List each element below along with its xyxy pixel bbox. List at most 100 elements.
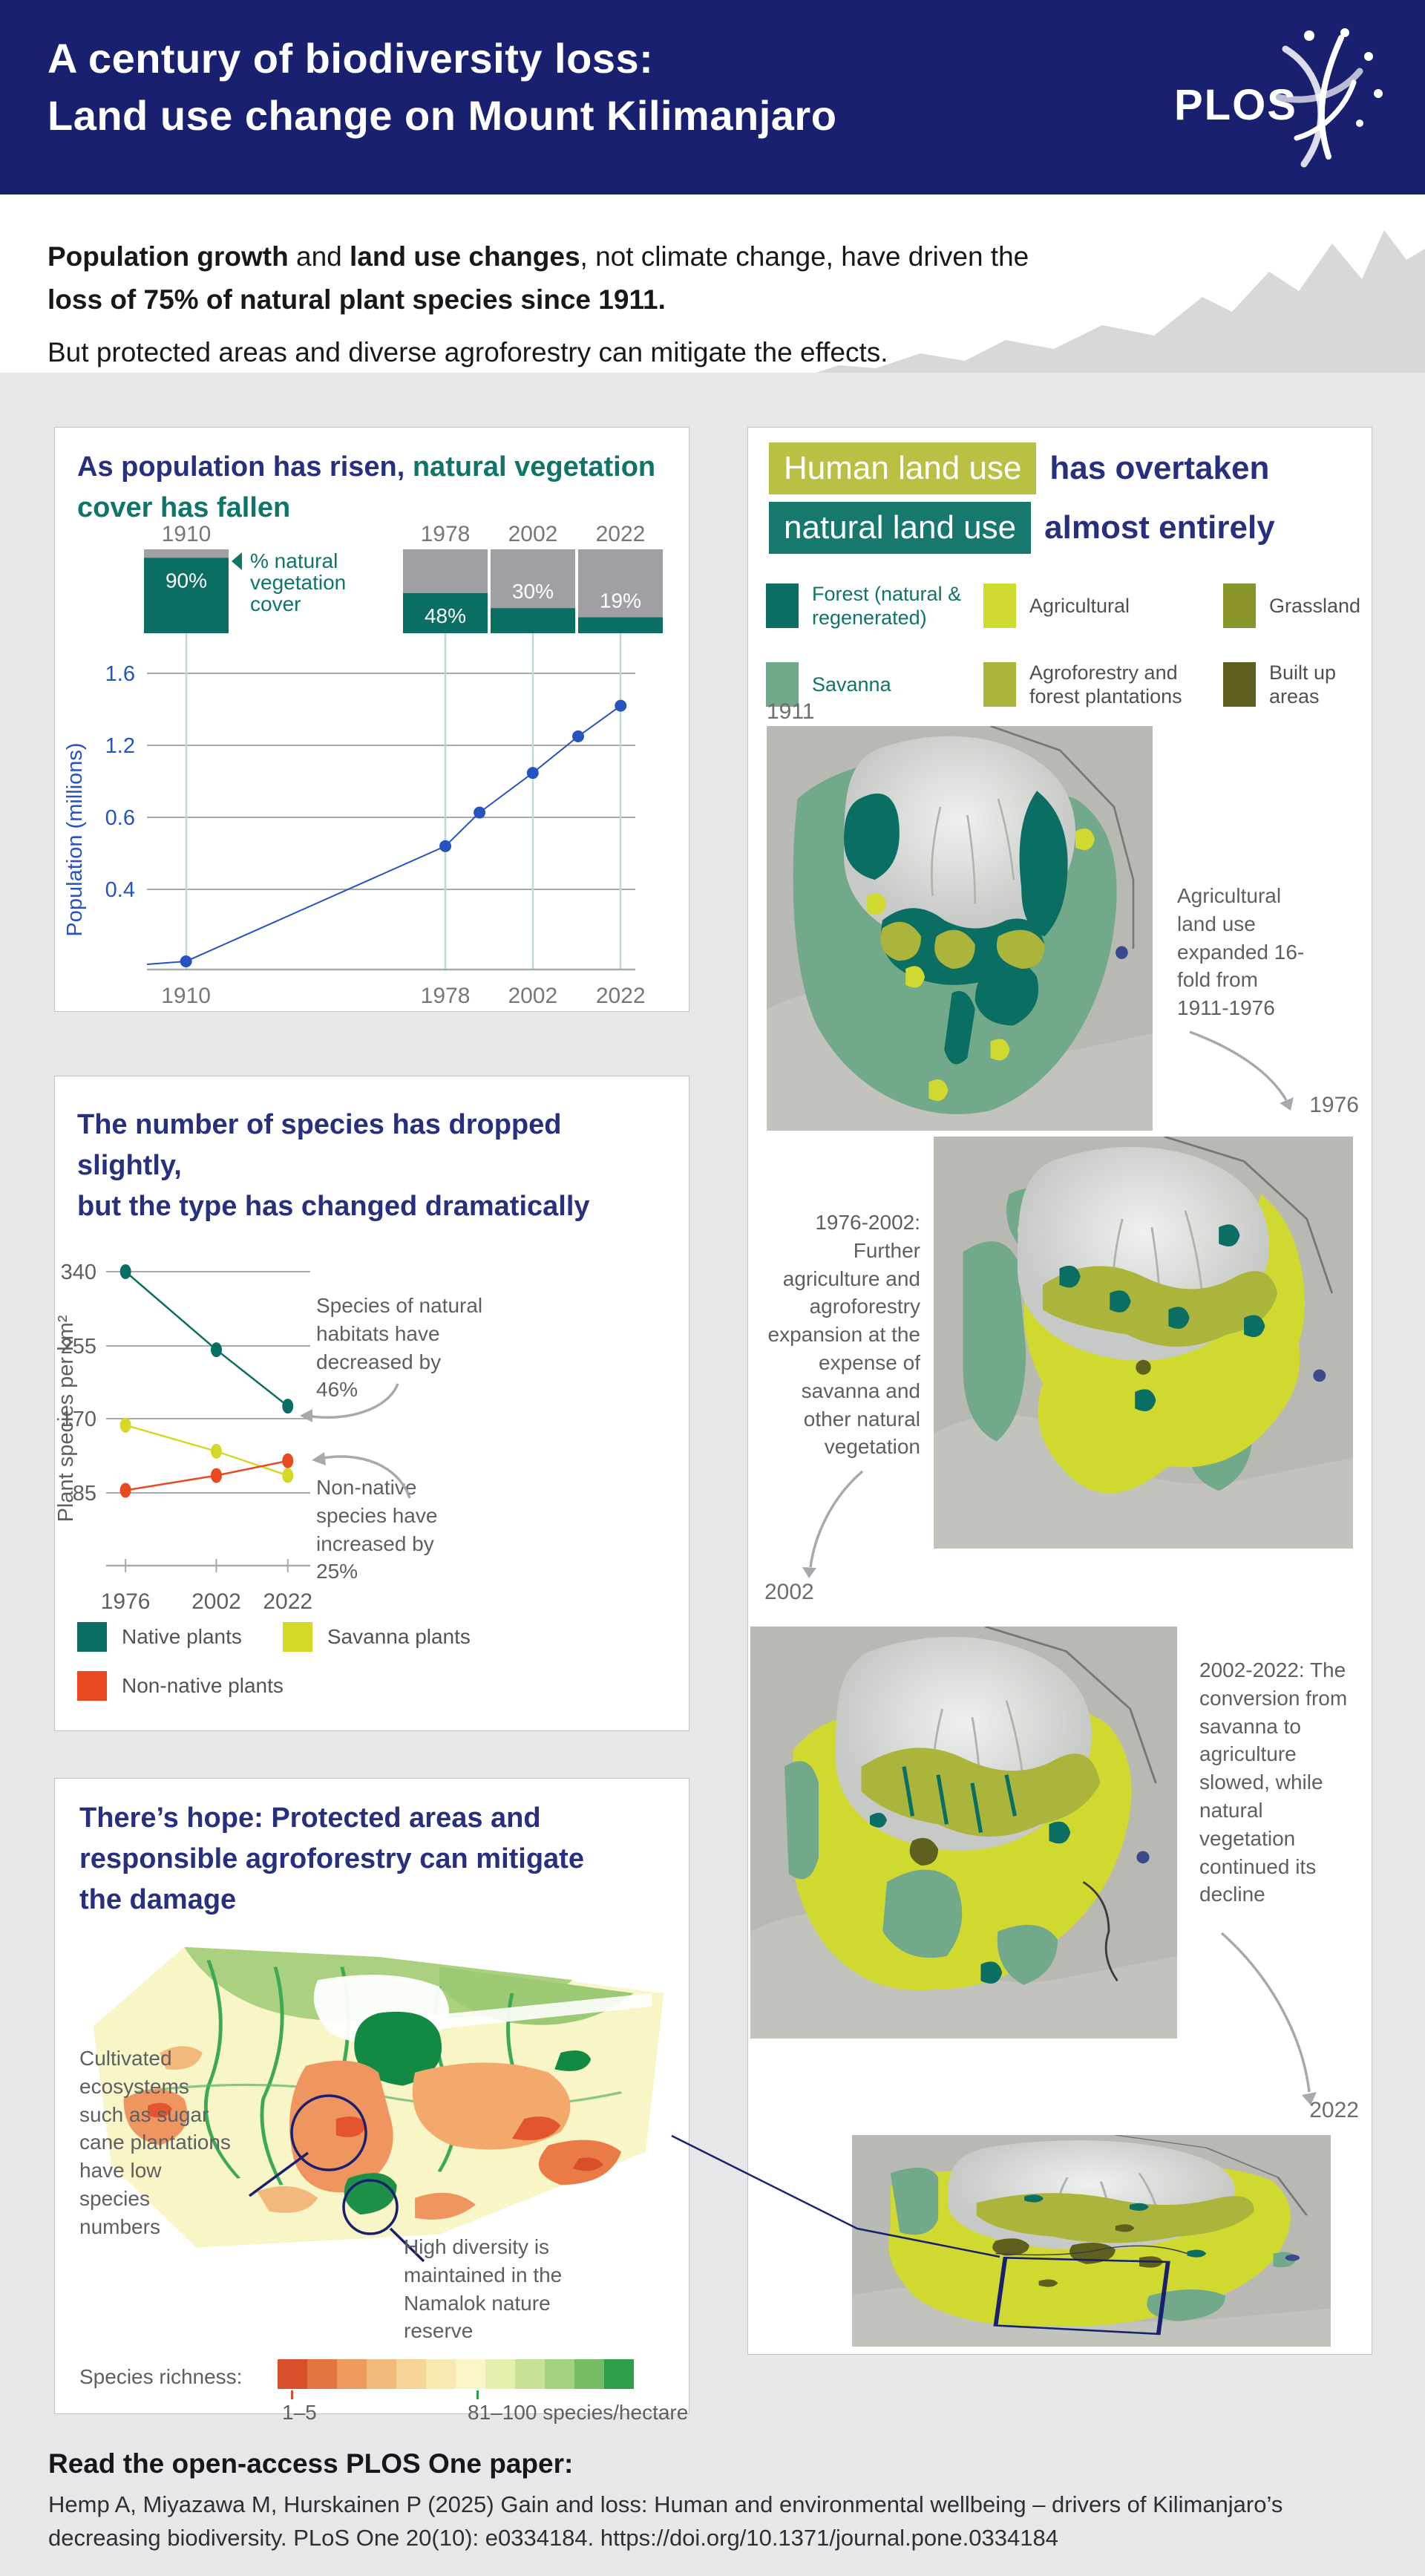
richness-swatch [545,2359,574,2389]
legend-label: Agricultural [1029,594,1130,617]
ytick-label: 340 [61,1261,96,1284]
plos-logo-text: PLOS [1174,81,1297,129]
series-dot-nonnative [211,1468,222,1483]
grassland-swatch-icon [1223,583,1256,628]
population-vegetation-chart: 1.6 1.2 0.6 0.4 1910 90% 1978 48% 2002 30% 2022 19%… [63,522,663,1008]
bar-value-label: 19% [600,589,641,612]
axis-year-label: 2002 [191,1589,241,1614]
population-dot [180,955,192,967]
series-line-forest [125,1271,289,1408]
richness-swatch [426,2359,456,2389]
series-dot-forest [119,1264,131,1279]
panel3-title: There’s hope: Protected areas and respon… [79,1802,584,1916]
axis-year-label: 2022 [263,1589,312,1614]
annotation-cultivated: Cultivated ecosystems such as sugar cane… [79,2047,231,2238]
legend-label: Agroforestry and forest plantations [1029,661,1182,707]
veg-cover-label: cover [250,592,301,615]
map-year-1976: 1976 [1309,1093,1359,1117]
bar-value-label: 90% [166,569,207,592]
series-line-nonnative [125,1459,289,1491]
savanna-swatch-icon [766,662,799,707]
intro-bold-population: Population growth [48,241,289,272]
series-dot-savannaPlants [119,1417,131,1433]
hope-bold: hope [186,1802,255,1834]
page-title-line2: Land use change on Mount Kilimanjaro [48,92,837,140]
panel-population-vegetation: As population has risen, natural vegetat… [54,427,689,1012]
agricultural-swatch-icon [983,583,1016,628]
bar-teal-1978 [403,592,488,633]
page-title-line1: A century of biodiversity loss: [48,35,654,82]
map-annotation-overlay [248,2094,425,2263]
richness-swatch [337,2359,367,2389]
legend-label: Savanna [812,673,891,696]
arrow-to-native-dot [300,1383,399,1422]
panel-land-use: Human land use has overtaken natural lan… [747,427,1372,2355]
richness-swatch [485,2359,515,2389]
richness-low-label: 1–5 [282,2401,317,2424]
richness-swatch [278,2359,307,2389]
y-axis-title: Population (millions) [63,742,87,936]
legend-item-agroforestry: Agroforestry and forest plantations [983,661,1217,709]
human-landuse-highlight: Human land use [769,442,1037,494]
series-dot-savannaPlants [282,1468,294,1483]
richness-swatch [515,2359,545,2389]
richness-swatch [396,2359,426,2389]
intro-bold-landuse: land use changes [350,241,580,272]
richness-swatch [604,2359,634,2389]
axis-year-label: 2022 [596,984,646,1008]
panel2-title: The number of species has dropped slight… [77,1109,590,1223]
footer-heading: Read the open-access PLOS One paper: [48,2448,574,2479]
legend-item-native: Native plants [77,1622,242,1652]
legend-item-savanna-plants: Savanna plants [282,1622,471,1652]
landuse-legend: Forest (natural & regenerated) Savanna Agr… [766,570,1360,720]
arrow-2002-2022 [1220,1932,1317,2105]
forest-swatch-icon [766,583,799,628]
richness-swatch [307,2359,337,2389]
bar-value-label: 48% [425,604,466,627]
map-year-2022: 2022 [1309,2098,1359,2122]
richness-high-label: 81–100 species/hectare [468,2401,689,2424]
ytick-label: 85 [73,1482,96,1506]
mountain-silhouette [816,230,1425,373]
plos-logo-swoosh-icon [1274,28,1383,168]
annotation-2002: 2002-2022: The conversion from savanna t… [1199,1658,1348,1906]
intro-line3: But protected areas and diverse agrofore… [48,337,888,367]
legend-item-savanna: Savanna [766,662,977,707]
map-year-1911: 1911 [767,699,815,724]
population-dot [439,840,452,852]
population-dot [572,730,585,742]
population-curve [146,705,621,965]
bar-gray-2022 [578,549,663,618]
legend-item-agricultural: Agricultural [983,583,1217,628]
annotation-species-decrease: Species of natural habitats have decreas… [316,1294,483,1402]
intro-line2: loss of 75% of natural plant species sin… [48,284,666,315]
richness-scale-label: Species richness: [79,2365,243,2388]
bar-year-label: 2022 [596,522,646,546]
population-dot [526,767,539,779]
richness-swatch [574,2359,604,2389]
veg-cover-label: % natural [250,549,338,572]
y-axis-title: Plant species per km² [55,1315,78,1522]
species-richness-map [93,1946,664,2248]
intro-text: Population growth and land use changes, … [48,236,1087,373]
richness-tick-low [291,2390,293,2399]
bar-teal-2022 [578,617,663,633]
header: A century of biodiversity loss: Land use… [0,0,1425,194]
plos-logo: PLOS [1174,27,1397,175]
series-dot-forest [211,1342,222,1358]
builtup-swatch-icon [1223,662,1256,707]
bar-year-label: 2002 [508,522,558,546]
bar-gray-1978 [403,549,488,593]
legend-item-builtup: Built up areas [1223,661,1364,709]
legend-item-nonnative: Non-native plants [77,1671,284,1701]
ytick-label: 0.4 [105,878,135,902]
intro-line1: Population growth and land use changes, … [48,241,1029,272]
nonnative-plants-swatch-icon [77,1671,107,1701]
map-1911 [767,726,1153,1131]
richness-tick-high [476,2390,479,2399]
richness-swatch [367,2359,396,2389]
bar-gray-1910 [144,549,229,558]
page-title: A century of biodiversity loss: Land use… [48,30,836,145]
veg-cover-label: vegetation [250,571,346,594]
